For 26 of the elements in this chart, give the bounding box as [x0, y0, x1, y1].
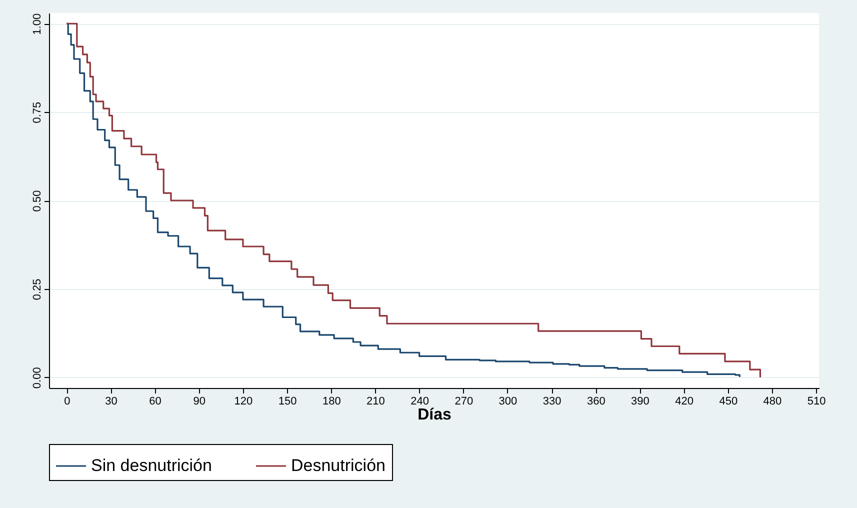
y-tick-label: 0.00 — [32, 367, 44, 389]
x-tick-label: 60 — [149, 396, 162, 408]
y-tick-label: 0.75 — [32, 102, 44, 124]
legend-label: Desnutrición — [291, 456, 386, 475]
x-tick-label: 180 — [322, 396, 341, 408]
x-tick-label: 30 — [105, 396, 118, 408]
x-tick-label: 390 — [631, 396, 650, 408]
x-tick-label: 210 — [366, 396, 385, 408]
x-tick-label: 90 — [193, 396, 206, 408]
x-tick-label: 330 — [542, 396, 562, 408]
x-tick-label: 300 — [498, 396, 518, 408]
y-tick-label: 0.25 — [32, 278, 44, 300]
x-axis-title: Días — [418, 406, 452, 424]
x-tick-label: 480 — [763, 396, 782, 408]
y-tick-label: 0.50 — [32, 190, 44, 212]
x-tick-label: 360 — [586, 396, 606, 408]
legend-label: Sin desnutrición — [91, 456, 212, 475]
x-tick-label: 270 — [454, 396, 474, 408]
x-tick-label: 150 — [278, 396, 297, 408]
x-tick-label: 510 — [807, 396, 826, 408]
x-tick-label: 240 — [410, 396, 429, 408]
x-tick-label: 420 — [675, 396, 694, 408]
x-tick-label: 450 — [719, 396, 738, 408]
x-tick-label: 120 — [234, 396, 253, 408]
y-tick-label: 1.00 — [32, 13, 44, 35]
x-tick-label: 0 — [64, 396, 70, 408]
